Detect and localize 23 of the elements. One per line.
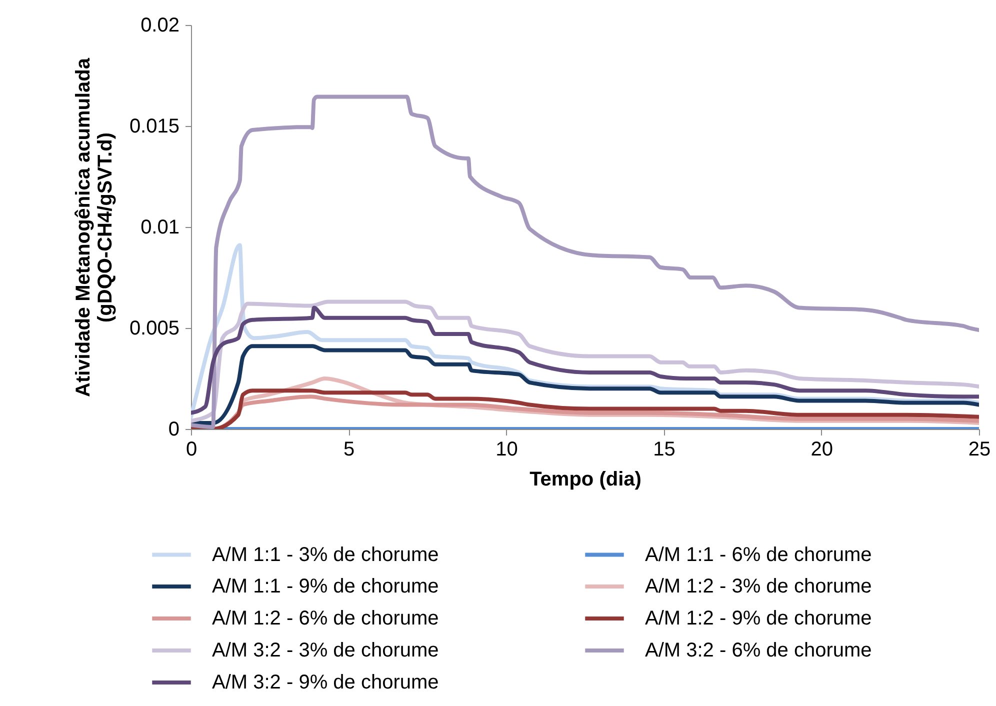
x-tick-label: 15 [653, 438, 676, 460]
x-tick-label: 0 [186, 438, 198, 460]
y-tick-label: 0 [168, 418, 180, 440]
legend-label: A/M 3:2 - 6% de chorume [645, 640, 872, 662]
legend-label: A/M 3:2 - 9% de chorume [212, 672, 439, 694]
x-tick-label: 5 [344, 438, 355, 460]
legend-label: A/M 1:2 - 9% de chorume [645, 608, 872, 630]
y-tick-label: 0.02 [140, 14, 180, 36]
legend-label: A/M 3:2 - 3% de chorume [212, 640, 439, 662]
legend-label: A/M 1:1 - 6% de chorume [645, 544, 872, 566]
x-tick-label: 25 [968, 438, 991, 460]
y-axis-title: Atividade Metanogênica acumulada (gDQO-CH4/gSVT.d) [72, 57, 116, 397]
y-tick-label: 0.01 [140, 216, 180, 238]
line-series [191, 344, 979, 425]
y-tick-label: 0.015 [129, 116, 180, 138]
legend-label: A/M 1:1 - 3% de chorume [212, 544, 439, 566]
y-tick-label: 0.005 [129, 318, 180, 340]
legend-label: A/M 1:1 - 9% de chorume [212, 576, 439, 598]
x-tick-label: 20 [810, 438, 834, 460]
legend-label: A/M 1:2 - 3% de chorume [645, 576, 872, 598]
x-tick-label: 10 [496, 438, 518, 460]
x-axis-title: Tempo (dia) [530, 468, 642, 490]
legend-label: A/M 1:2 - 6% de chorume [212, 608, 439, 630]
